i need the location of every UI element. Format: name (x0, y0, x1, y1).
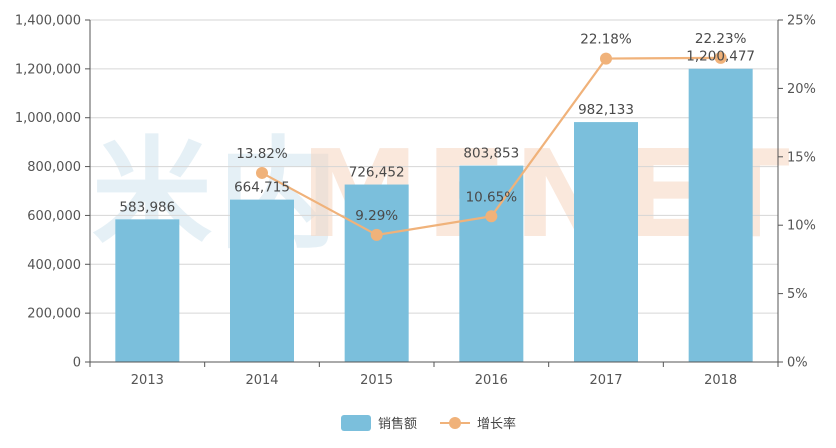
bar (344, 184, 409, 362)
bar-value-label: 1,200,477 (686, 49, 755, 65)
y-right-tick-label: 15% (787, 150, 816, 165)
growth-point (370, 228, 383, 241)
legend-line-label[interactable]: 增长率 (477, 416, 516, 432)
y-right-tick-label: 10% (787, 219, 816, 234)
axes: 0 200,000 400,000 600,000 800,000 1,000,000 1,… (15, 14, 816, 389)
bar (688, 68, 753, 363)
legend-line-marker (449, 417, 461, 429)
y-right-tick-label: 25% (787, 14, 816, 29)
growth-point (485, 210, 498, 223)
growth-point (256, 166, 268, 179)
bar-value-label: 803,853 (463, 146, 519, 162)
y-right-tick-label: 0% (787, 356, 808, 371)
bar (230, 199, 294, 362)
legend-bar-swatch[interactable] (341, 415, 371, 431)
growth-value-label: 9.29% (355, 208, 398, 224)
x-tick-label: 2018 (704, 373, 737, 388)
x-tick-label: 2015 (360, 373, 393, 388)
growth-point (714, 51, 727, 64)
growth-value-label: 13.82% (236, 146, 288, 162)
growth-point (600, 52, 612, 65)
y-left-tick-label: 0 (73, 356, 81, 371)
bar-series (115, 68, 753, 363)
x-tick-label: 2013 (131, 373, 164, 388)
y-left-tick-label: 200,000 (27, 307, 81, 322)
y-left-tick-label: 1,200,000 (15, 62, 81, 77)
gridlines (90, 19, 778, 314)
bar-value-label: 726,452 (349, 165, 405, 181)
y-left-tick-label: 400,000 (27, 258, 81, 273)
y-right-tick-label: 20% (787, 82, 816, 97)
line-series (256, 51, 727, 241)
x-tick-label: 2017 (589, 373, 622, 388)
x-tick-label: 2014 (245, 373, 278, 388)
bar-value-label: 664,715 (234, 180, 290, 196)
y-left-tick-label: 1,400,000 (15, 14, 81, 29)
data-labels: 583,986 664,715 726,452 803,853 982,133 1,200… (119, 31, 755, 224)
y-right-tick-label: 5% (787, 287, 808, 302)
bar (115, 219, 180, 362)
y-left-tick-label: 800,000 (27, 160, 81, 175)
bar (459, 165, 524, 362)
x-tick-label: 2016 (475, 373, 508, 388)
bar (574, 122, 638, 362)
growth-value-label: 22.18% (580, 32, 632, 48)
bar-value-label: 583,986 (119, 199, 175, 215)
legend-bar-label[interactable]: 销售额 (378, 416, 417, 432)
y-left-tick-label: 1,000,000 (15, 111, 81, 126)
bar-value-label: 982,133 (578, 102, 634, 118)
legend: 销售额 增长率 (341, 415, 516, 432)
growth-value-label: 22.23% (695, 31, 747, 47)
y-left-tick-label: 600,000 (27, 209, 81, 224)
growth-value-label: 10.65% (466, 189, 518, 205)
